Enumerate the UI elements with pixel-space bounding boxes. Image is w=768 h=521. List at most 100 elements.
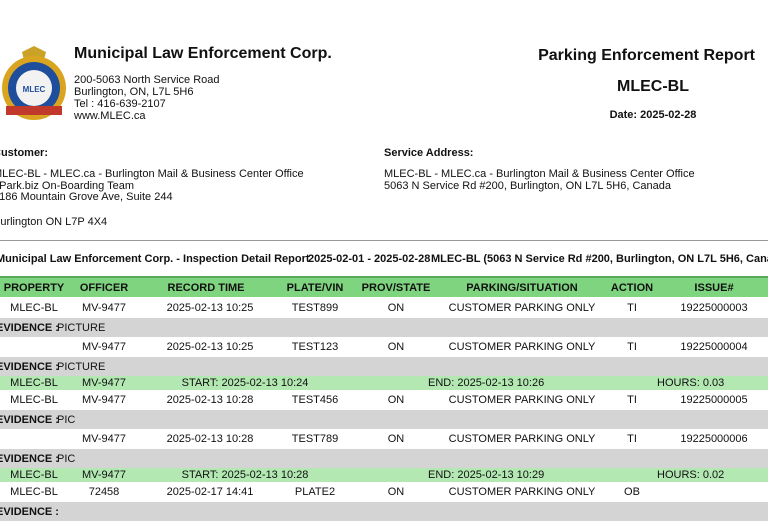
header-border xyxy=(0,276,768,278)
service-line: 5063 N Service Rd #200, Burlington, ON L… xyxy=(384,179,671,192)
cell: TEST456 xyxy=(291,394,339,406)
company-address: 200-5063 North Service Road Burlington, O… xyxy=(74,74,220,122)
service-lines: MLEC-BL - MLEC.ca - Burlington Mail & Bu… xyxy=(384,168,695,192)
evidence-row: EVIDENCE : PICTURE xyxy=(0,318,768,337)
evidence-label: EVIDENCE : xyxy=(0,322,59,334)
cell: 19225000005 xyxy=(680,394,748,406)
cell: END: 2025-02-13 10:26 xyxy=(428,377,545,389)
customer-line: 2186 Mountain Grove Ave, Suite 244 xyxy=(0,191,173,203)
customer-line: 2Park.biz On-Boarding Team xyxy=(0,179,135,192)
column-header: ACTION xyxy=(610,282,654,294)
record-row: MLEC-BL MV-9477 2025-02-13 10:28 TEST456 ON C… xyxy=(0,390,768,410)
column-header: RECORD TIME xyxy=(167,282,245,294)
cell: START: 2025-02-13 10:24 xyxy=(181,377,309,389)
report-code: MLEC-BL xyxy=(617,78,689,95)
evidence-value: PIC xyxy=(57,453,76,465)
service-label: Service Address: xyxy=(384,147,474,159)
cell: MV-9477 xyxy=(81,341,127,353)
cell: 19225000004 xyxy=(680,341,748,353)
cell: END: 2025-02-13 10:29 xyxy=(428,469,545,481)
address-line: 200-5063 North Service Road xyxy=(74,74,220,86)
cell: ON xyxy=(387,433,405,445)
cell: MLEC-BL xyxy=(10,394,58,406)
cell: MLEC-BL xyxy=(10,302,58,314)
cell: ON xyxy=(387,302,405,314)
cell: 2025-02-13 10:28 xyxy=(166,433,254,445)
evidence-label: EVIDENCE : xyxy=(0,506,59,518)
cell: TI xyxy=(627,394,637,406)
evidence-value: PICTURE xyxy=(57,322,106,334)
customer-label: Customer: xyxy=(0,147,49,159)
cell: TI xyxy=(627,433,637,445)
logo-text: MLEC xyxy=(23,85,46,94)
cell: TEST899 xyxy=(291,302,339,314)
column-header: ISSUE# xyxy=(694,282,734,294)
cell: 72458 xyxy=(88,486,120,498)
cell: 19225000006 xyxy=(680,433,748,445)
cell: CUSTOMER PARKING ONLY xyxy=(448,341,596,353)
cell: START: 2025-02-13 10:28 xyxy=(181,469,309,481)
cell: CUSTOMER PARKING ONLY xyxy=(448,394,596,406)
cell: HOURS: 0.03 xyxy=(657,377,725,389)
cell: 2025-02-13 10:25 xyxy=(166,341,254,353)
evidence-label: EVIDENCE : xyxy=(0,361,59,373)
section-title: Municipal Law Enforcement Corp. - Inspec… xyxy=(0,253,310,265)
header-row: PROPERTY OFFICER RECORD TIME PLATE/VIN PROV/… xyxy=(0,278,768,297)
evidence-value: PICTURE xyxy=(57,361,106,373)
detail-table: PROPERTY OFFICER RECORD TIME PLATE/VIN PROV/… xyxy=(0,276,768,521)
record-row: MLEC-BL 72458 2025-02-17 14:41 PLATE2 ON CUST… xyxy=(0,482,768,502)
cell: TEST789 xyxy=(291,433,339,445)
cell: ON xyxy=(387,394,405,406)
evidence-label: EVIDENCE : xyxy=(0,414,59,426)
cell: MV-9477 xyxy=(81,377,127,389)
customer-city: Burlington ON L7P 4X4 xyxy=(0,216,108,228)
cell: CUSTOMER PARKING ONLY xyxy=(448,433,596,445)
column-header: PROV/STATE xyxy=(361,282,431,294)
column-header: OFFICER xyxy=(79,282,129,294)
cell: 19225000003 xyxy=(680,302,748,314)
cell: CUSTOMER PARKING ONLY xyxy=(448,302,596,314)
cell: MLEC-BL xyxy=(10,377,58,389)
evidence-row: EVIDENCE : PIC xyxy=(0,410,768,429)
cell: MLEC-BL xyxy=(10,469,58,481)
evidence-row: EVIDENCE : PIC xyxy=(0,449,768,468)
cell: TI xyxy=(627,302,637,314)
cell: MV-9477 xyxy=(81,394,127,406)
cell: PLATE2 xyxy=(294,486,336,498)
cell: TEST123 xyxy=(291,341,339,353)
summary-row: MLEC-BL MV-9477 START: 2025-02-13 10:28 END… xyxy=(0,468,768,482)
record-row: MLEC-BL MV-9477 2025-02-13 10:25 TEST899 ON C… xyxy=(0,298,768,318)
report-date: Date: 2025-02-28 xyxy=(609,109,697,121)
column-header: PROPERTY xyxy=(3,282,65,294)
divider xyxy=(0,240,768,241)
cell: 2025-02-13 10:25 xyxy=(166,302,254,314)
evidence-value: PIC xyxy=(57,414,76,426)
address-line: Burlington, ON, L7L 5H6 xyxy=(74,86,194,98)
evidence-row: EVIDENCE : PICTURE xyxy=(0,357,768,376)
cell: ON xyxy=(387,486,405,498)
record-row: MV-9477 2025-02-13 10:28 TEST789 ON CUSTOMER… xyxy=(0,429,768,449)
section-location: MLEC-BL (5063 N Service Rd #200, Burling… xyxy=(431,253,768,265)
cell: ON xyxy=(387,341,405,353)
customer-line: MLEC-BL - MLEC.ca - Burlington Mail & Bu… xyxy=(0,168,304,180)
summary-row: MLEC-BL MV-9477 START: 2025-02-13 10:24 END… xyxy=(0,376,768,390)
logo: MLEC xyxy=(2,46,66,120)
customer-lines: MLEC-BL - MLEC.ca - Burlington Mail & Bu… xyxy=(0,168,304,204)
cell: 2025-02-17 14:41 xyxy=(166,486,254,498)
record-row: MV-9477 2025-02-13 10:25 TEST123 ON CUSTOMER… xyxy=(0,337,768,357)
report-title: Parking Enforcement Report xyxy=(538,47,755,64)
evidence-row: EVIDENCE : xyxy=(0,502,768,521)
column-header: PARKING/SITUATION xyxy=(466,282,578,294)
cell: OB xyxy=(624,486,640,498)
section-period: 2025-02-01 - 2025-02-28 xyxy=(308,253,431,265)
column-header: PLATE/VIN xyxy=(286,282,344,294)
service-line: MLEC-BL - MLEC.ca - Burlington Mail & Bu… xyxy=(384,168,695,180)
cell: TI xyxy=(627,341,637,353)
cell: HOURS: 0.02 xyxy=(657,469,725,481)
address-line: www.MLEC.ca xyxy=(74,110,146,122)
evidence-label: EVIDENCE : xyxy=(0,453,59,465)
address-line: Tel : 416-639-2107 xyxy=(74,98,166,110)
cell: CUSTOMER PARKING ONLY xyxy=(448,486,596,498)
cell: MV-9477 xyxy=(81,469,127,481)
